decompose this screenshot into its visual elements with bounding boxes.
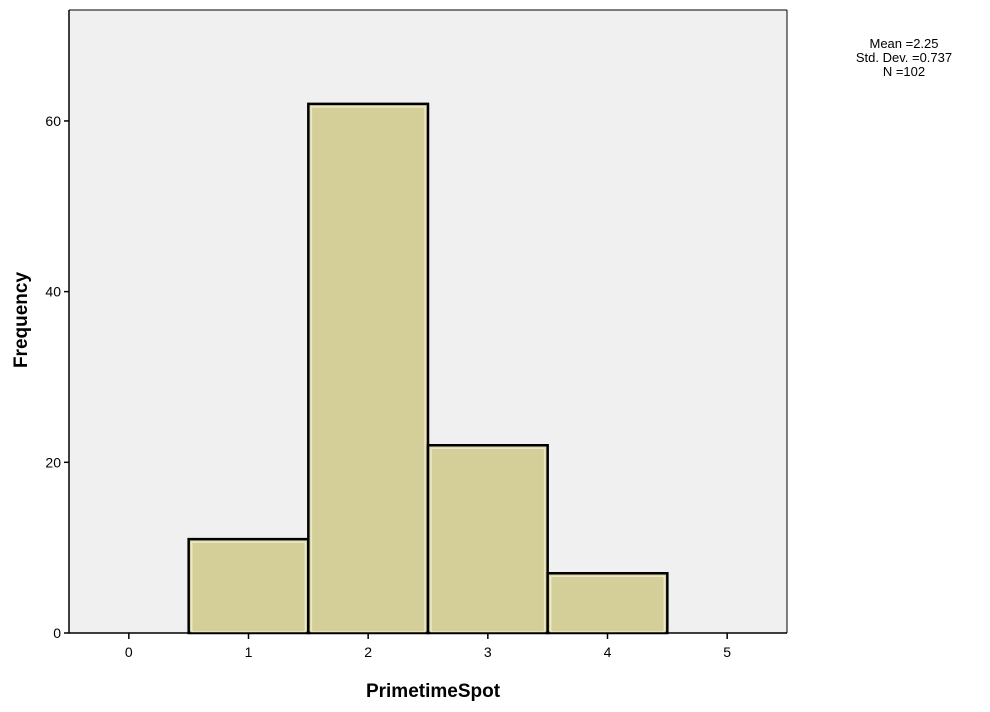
stats-legend: Mean =2.25 Std. Dev. =0.737 N =102 (856, 36, 952, 79)
bar-body (426, 443, 549, 635)
x-tick-label: 4 (604, 644, 612, 660)
bar-body (187, 537, 310, 635)
y-tick-label: 40 (45, 284, 61, 300)
bars-layer (187, 102, 669, 635)
histogram-bar (307, 102, 430, 635)
bar-highlight (549, 575, 666, 633)
x-tick-label: 3 (484, 644, 492, 660)
stats-mean: Mean =2.25 (869, 36, 938, 51)
y-tick-label: 60 (45, 113, 61, 129)
ticks-layer: 0 20 40 60 0 1 2 3 4 5 (45, 113, 731, 660)
x-tick-label: 5 (723, 644, 731, 660)
y-tick-label: 20 (45, 454, 61, 470)
x-tick-label: 2 (364, 644, 372, 660)
y-tick-label: 0 (53, 625, 61, 641)
histogram-bar (187, 537, 310, 635)
bar-highlight (430, 447, 546, 633)
x-tick-label: 1 (245, 644, 253, 660)
histogram-bar (426, 443, 549, 635)
bar-highlight (190, 541, 307, 633)
stats-std-dev: Std. Dev. =0.737 (856, 50, 952, 65)
y-axis-label: Frequency (11, 272, 32, 369)
x-axis-label: PrimetimeSpot (366, 681, 501, 702)
stats-n: N =102 (883, 64, 925, 79)
bar-body (307, 102, 430, 635)
bar-highlight (310, 106, 426, 633)
bar-body (546, 572, 669, 635)
x-tick-label: 0 (125, 644, 133, 660)
histogram-bar (546, 572, 669, 635)
axes-layer (68, 9, 788, 634)
